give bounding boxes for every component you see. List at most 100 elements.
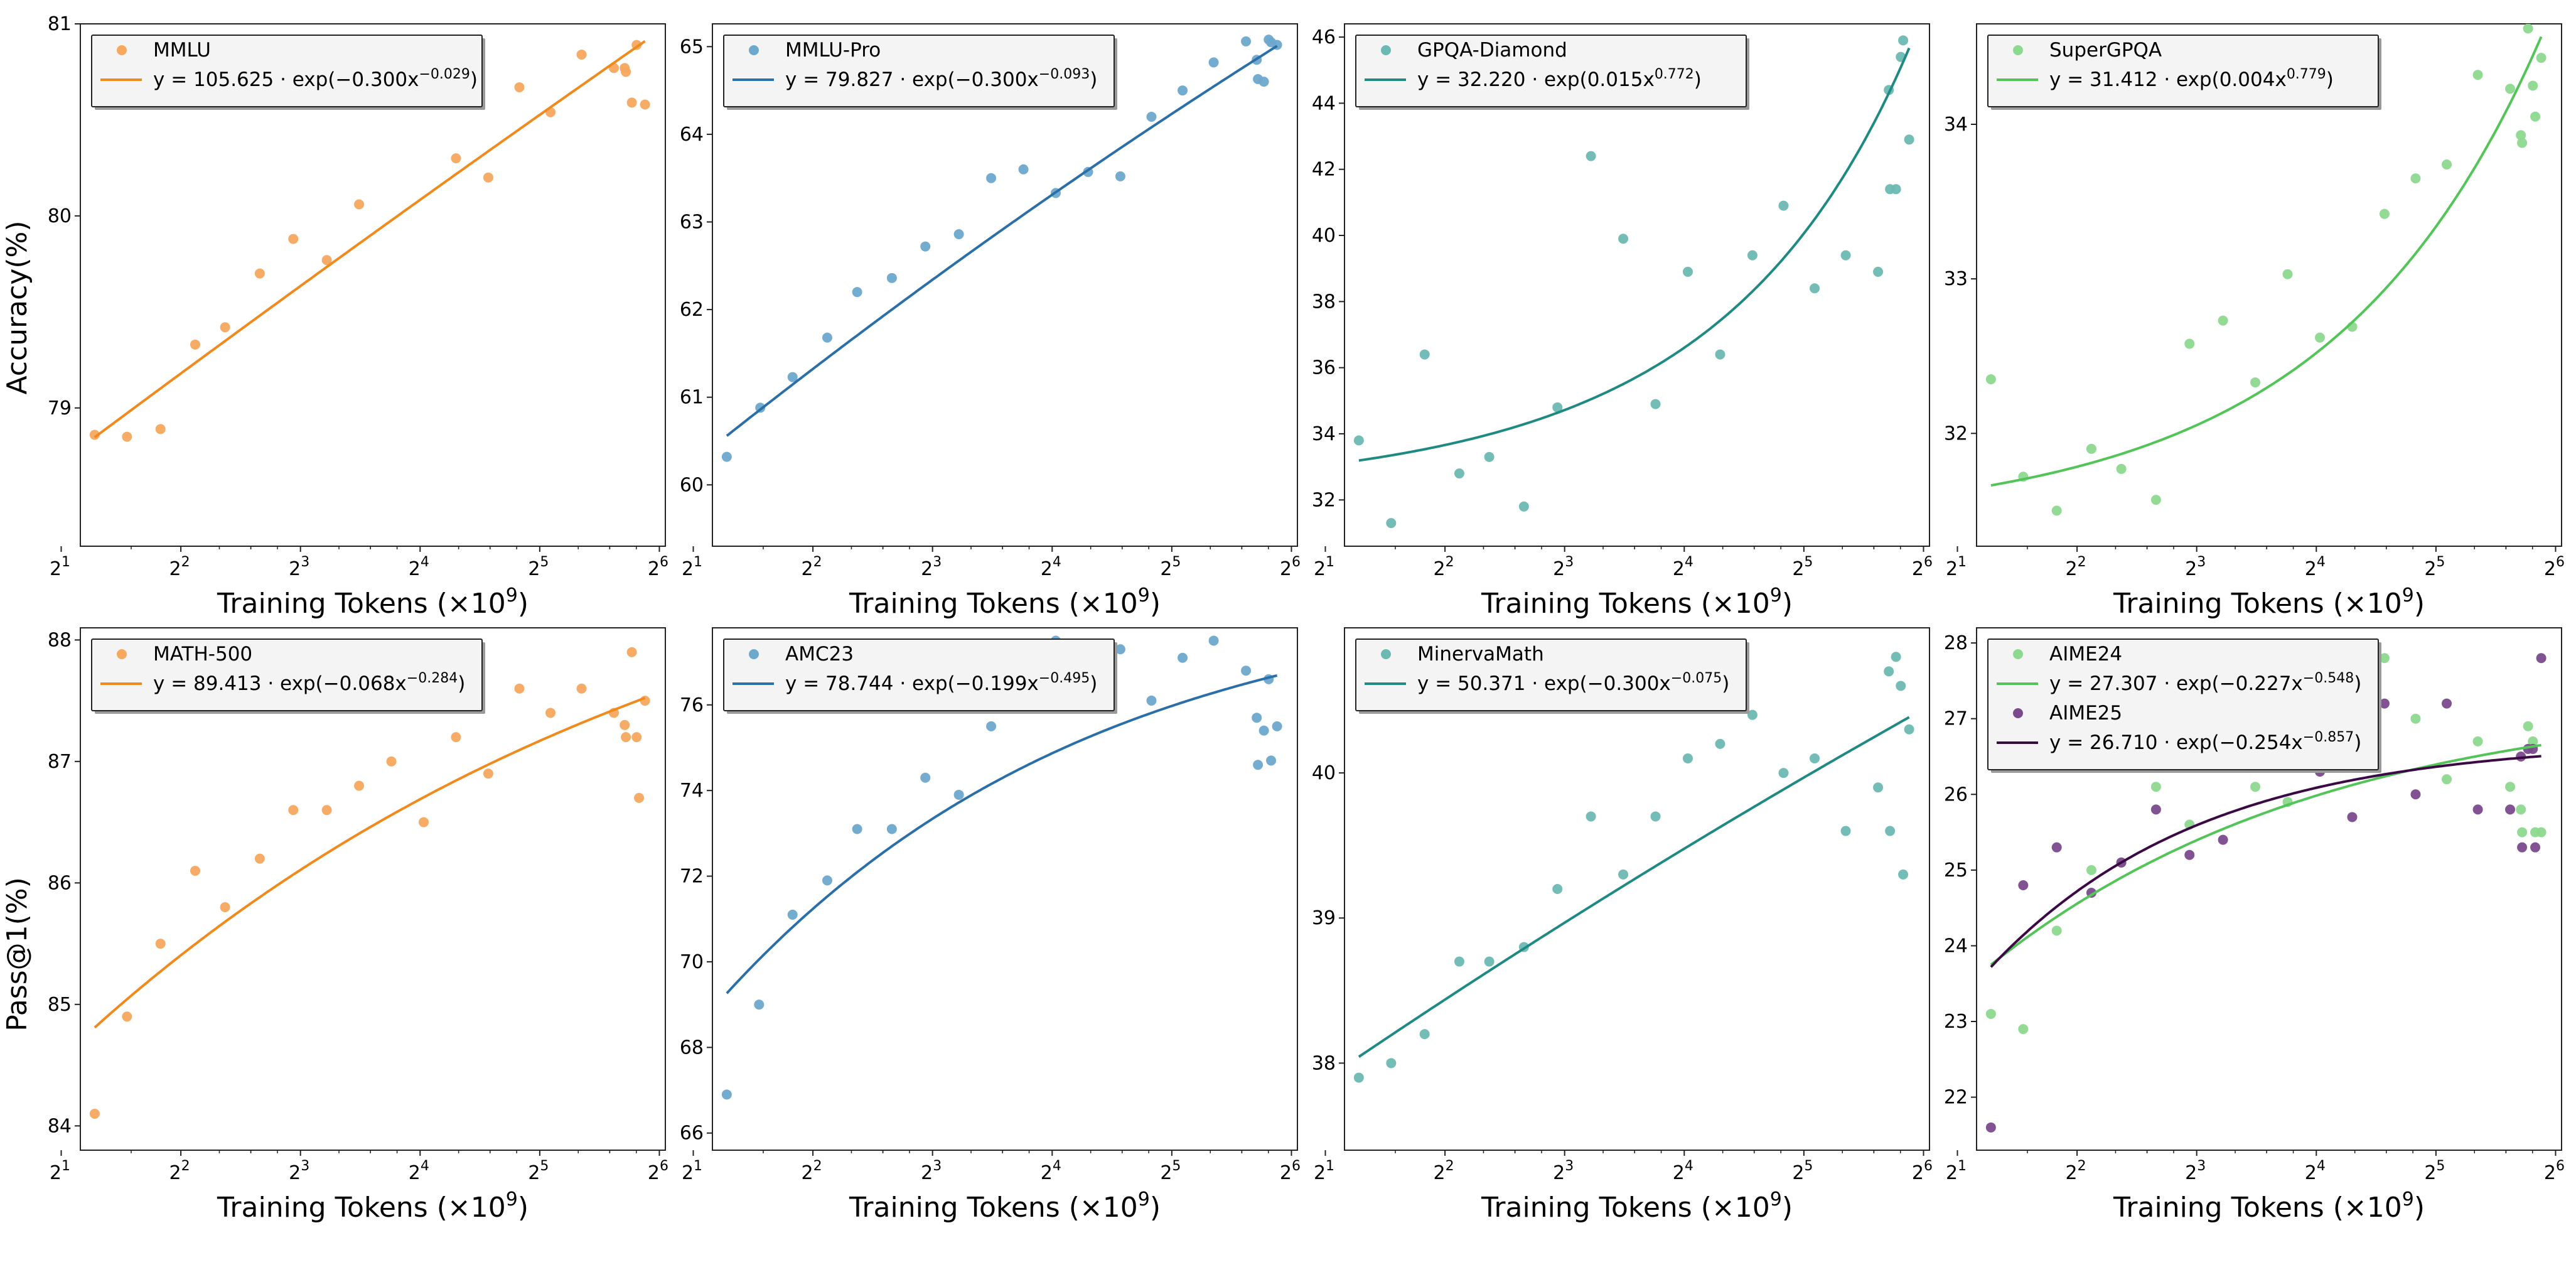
data-point	[1178, 85, 1188, 96]
chart-panel: 84 85 86 87 88 21 22 23 24 25 26 Training Tokens (×…	[48, 627, 668, 1224]
y-tick-label: 81	[48, 13, 72, 35]
plot-frame	[1344, 23, 1930, 547]
plot-frame	[80, 23, 666, 547]
data-point	[1386, 518, 1397, 529]
data-point	[2086, 865, 2096, 875]
legend-marker	[2013, 45, 2023, 55]
data-point	[2051, 505, 2062, 516]
data-point	[1208, 57, 1219, 68]
x-tick-label: 22	[169, 554, 190, 580]
y-tick-label: 34	[1312, 423, 1336, 445]
legend-fit-equation: y = 31.412 · exp(0.004x0.779)	[2049, 67, 2334, 91]
legend-marker	[2013, 649, 2023, 659]
data-point	[451, 732, 461, 743]
data-point	[89, 429, 100, 440]
legend-fit-equation: y = 79.827 · exp(−0.300x−0.093)	[785, 67, 1097, 91]
data-point	[1715, 349, 1725, 360]
data-point	[514, 82, 525, 92]
data-point	[2218, 315, 2228, 326]
data-point	[2379, 653, 2390, 664]
fit-curve	[94, 40, 646, 439]
data-point	[1518, 501, 1529, 512]
x-tick-label: 23	[2185, 554, 2206, 580]
data-point	[2410, 789, 2421, 800]
x-tick-label: 26	[1912, 1158, 1933, 1184]
legend-marker	[1381, 45, 1391, 55]
data-point	[822, 875, 832, 886]
y-tick-label: 36	[1312, 357, 1336, 379]
legend-fit-equation: y = 27.307 · exp(−0.227x−0.548)	[2049, 671, 2361, 695]
chart-panel: 66 68 70 72 74 76 21 22 23 24 25 26 Training Tokens …	[680, 627, 1301, 1224]
data-point	[190, 339, 200, 350]
data-point	[2516, 130, 2526, 141]
data-point	[1840, 250, 1851, 261]
data-point	[1241, 36, 1252, 46]
y-tick-label: 87	[48, 751, 72, 773]
x-tick-label: 21	[1314, 554, 1334, 580]
data-point	[451, 153, 461, 164]
x-tick-label: 26	[1280, 1158, 1301, 1184]
data-point	[920, 772, 931, 783]
data-point	[2150, 804, 2161, 815]
data-point	[419, 817, 429, 827]
data-point	[721, 1089, 732, 1100]
y-tick-label: 63	[680, 211, 704, 233]
data-point	[1810, 283, 1820, 294]
chart-panel: 22 23 24 25 26 27 28 21 22 23 24 25 26 Training Token…	[1944, 627, 2565, 1224]
data-point	[2530, 111, 2541, 122]
data-point	[2116, 463, 2127, 474]
plot-frame	[1976, 627, 2562, 1151]
x-tick-label: 24	[2305, 1158, 2326, 1184]
data-point	[1618, 869, 1629, 880]
x-tick-label: 21	[50, 1158, 70, 1184]
x-tick-label: 26	[2544, 1158, 2565, 1184]
data-point	[1778, 768, 1789, 779]
data-point	[620, 719, 630, 730]
data-point	[920, 241, 931, 252]
data-point	[2517, 137, 2528, 148]
y-tick-label: 70	[680, 951, 704, 973]
data-point	[1454, 468, 1464, 479]
y-tick-label: 32	[1312, 489, 1336, 511]
data-point	[2472, 736, 2483, 746]
data-point	[2250, 377, 2261, 388]
x-tick-label: 26	[2544, 554, 2565, 580]
data-layer	[721, 35, 1282, 462]
legend-box	[1355, 35, 1747, 107]
y-tick-label: 88	[48, 629, 72, 651]
y-tick-label: 33	[1944, 268, 1968, 290]
y-tick-label: 60	[680, 474, 704, 496]
x-tick-label: 25	[528, 1158, 549, 1184]
x-tick-label: 21	[1946, 1158, 1967, 1184]
data-point	[321, 805, 332, 816]
y-tick-label: 26	[1944, 784, 1968, 806]
legend-box	[1355, 638, 1747, 711]
y-tick-label: 34	[1944, 114, 1968, 136]
x-tick-label: 24	[409, 1158, 429, 1184]
fit-curve	[1358, 716, 1910, 1058]
y-tick-label: 61	[680, 387, 704, 409]
x-tick-label: 23	[1553, 1158, 1574, 1184]
legend-fit-equation: y = 78.744 · exp(−0.199x−0.495)	[785, 671, 1097, 695]
data-point	[1898, 869, 1909, 880]
data-point	[2379, 698, 2390, 709]
data-point	[1146, 111, 1157, 122]
data-point	[1885, 826, 1896, 836]
legend-marker	[117, 649, 127, 659]
data-point	[1873, 266, 1884, 277]
fit-curve	[1990, 755, 2541, 968]
data-point	[2530, 827, 2541, 838]
data-point	[1252, 713, 1262, 723]
legend-series-name: AIME25	[2049, 702, 2122, 725]
x-tick-label: 21	[1946, 554, 1967, 580]
data-point	[2517, 842, 2528, 853]
data-point	[787, 909, 798, 920]
data-point	[2018, 880, 2029, 890]
data-point	[1419, 1029, 1430, 1040]
data-point	[886, 824, 897, 834]
x-tick-label: 26	[648, 554, 668, 580]
y-tick-label: 68	[680, 1037, 704, 1059]
data-point	[155, 424, 166, 434]
data-point	[2410, 713, 2421, 724]
y-tick-label: 27	[1944, 708, 1968, 730]
